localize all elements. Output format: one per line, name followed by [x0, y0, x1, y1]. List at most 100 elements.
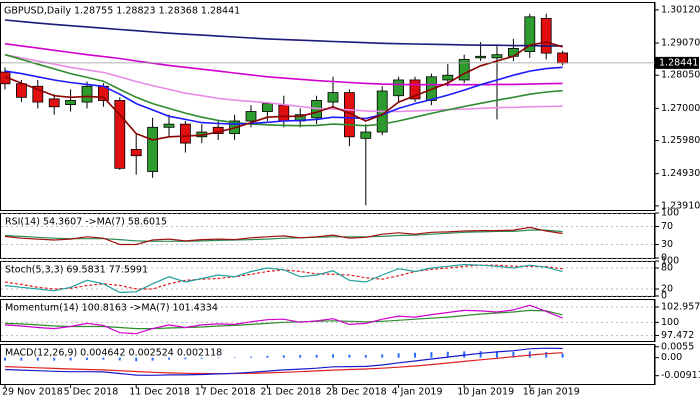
- histogram-bar: [4, 357, 6, 361]
- y-tick-label: 0.00: [661, 352, 682, 363]
- candle-body: [327, 92, 339, 103]
- panel-title: Stoch(5,3,3) 69.5831 77.5991: [5, 265, 148, 276]
- histogram-bar: [118, 357, 121, 361]
- candle-body: [393, 79, 405, 97]
- candle-body: [524, 16, 536, 52]
- panel-title: Momentum(14) 100.8163 ->MA(7) 101.4334: [5, 303, 218, 314]
- histogram-bar: [496, 351, 498, 358]
- price-tag: [655, 56, 699, 69]
- y-tick-label: 20: [661, 284, 673, 295]
- histogram-bar: [561, 353, 564, 358]
- series-line: [4, 42, 563, 86]
- series-line: [4, 309, 563, 330]
- histogram-bar: [446, 351, 449, 358]
- panel-title: GBPUSD,Daily 1.28755 1.28823 1.28368 1.2…: [4, 6, 240, 17]
- histogram-bar: [397, 353, 400, 358]
- candle-body: [458, 59, 470, 81]
- histogram-bar: [36, 357, 39, 361]
- histogram-bar: [168, 357, 170, 360]
- series-line: [4, 263, 563, 294]
- histogram-bar: [463, 351, 466, 358]
- candle-body: [278, 104, 290, 122]
- candle-body: [475, 55, 487, 59]
- histogram-bar: [512, 351, 515, 358]
- x-tick-label: 28 Dec 2018: [326, 387, 387, 398]
- candle-body: [409, 79, 421, 100]
- y-tick-label: 100: [661, 317, 679, 328]
- histogram-bar: [250, 356, 252, 358]
- candle-body: [179, 123, 191, 144]
- y-tick-label: -0.00911: [661, 370, 700, 381]
- histogram-bar: [102, 357, 105, 360]
- x-tick-label: 10 Jan 2019: [457, 387, 514, 398]
- candle-body: [130, 148, 142, 157]
- panel-title: RSI(14) 54.3607 ->MA(7) 58.6015: [5, 217, 167, 228]
- histogram-bar: [348, 354, 351, 358]
- histogram-bar: [364, 355, 367, 358]
- candle-body: [163, 123, 175, 128]
- y-tick-label: 1.24930: [661, 168, 700, 179]
- histogram-bar: [20, 357, 23, 361]
- x-tick-label: 4 Jan 2019: [392, 387, 443, 398]
- series-line: [4, 66, 563, 125]
- y-tick-label: 0.0055: [661, 341, 694, 352]
- histogram-bar: [135, 357, 138, 362]
- histogram-bar: [528, 351, 531, 358]
- candle-body: [360, 131, 372, 139]
- candle-body: [245, 111, 257, 122]
- y-tick-label: 1.30120: [661, 4, 700, 15]
- candle-body: [65, 100, 76, 105]
- y-tick-label: 97.472: [661, 330, 694, 341]
- histogram-bar: [299, 355, 302, 358]
- price-tag-label: 1.28441: [659, 57, 698, 68]
- x-tick-label: 11 Dec 2018: [129, 387, 190, 398]
- histogram-bar: [151, 357, 154, 361]
- histogram-bar: [53, 357, 56, 361]
- histogram-bar: [315, 354, 318, 358]
- candle-body: [540, 18, 552, 54]
- y-tick-label: 100: [661, 208, 679, 219]
- series-line: [4, 41, 563, 141]
- y-tick-label: 1.23910: [661, 200, 700, 211]
- candle-body: [491, 54, 503, 59]
- x-tick-label: 17 Dec 2018: [195, 387, 256, 398]
- histogram-bar: [217, 357, 220, 359]
- series-line: [4, 19, 563, 47]
- histogram-bar: [430, 352, 433, 358]
- series-line: [4, 304, 563, 335]
- y-tick-label: 1.25980: [661, 135, 700, 146]
- y-tick-label: 1.29070: [661, 38, 700, 49]
- candle-body: [15, 83, 27, 98]
- series-line: [4, 352, 563, 375]
- candle-body: [507, 47, 519, 57]
- series-line: [4, 53, 563, 113]
- x-tick-label: 21 Dec 2018: [260, 387, 321, 398]
- candle-body: [81, 85, 93, 103]
- candle-body: [557, 52, 568, 64]
- histogram-bar: [479, 351, 482, 358]
- histogram-bar: [381, 354, 384, 358]
- x-tick-label: 16 Jan 2019: [523, 387, 580, 398]
- y-tick-label: 0: [661, 291, 667, 302]
- series-line: [4, 226, 563, 246]
- panel-title: MACD(12,26,9) 0.004642 0.002524 0.002118: [5, 348, 222, 359]
- candle-body: [147, 126, 159, 172]
- histogram-bar: [200, 357, 203, 359]
- y-tick-label: 1.27000: [661, 103, 700, 114]
- histogram-bar: [69, 357, 72, 361]
- histogram-bar: [266, 355, 269, 358]
- histogram-bar: [184, 357, 187, 360]
- y-tick-label: 102.9578: [661, 301, 700, 312]
- candle-body: [114, 100, 126, 169]
- y-tick-label: 30: [661, 239, 673, 250]
- y-tick-label: 0: [661, 253, 667, 264]
- candle-body: [261, 103, 273, 112]
- histogram-bar: [332, 354, 334, 358]
- histogram-bar: [233, 357, 236, 358]
- y-tick-label: 1.28050: [661, 70, 700, 81]
- x-tick-label: 29 Nov 2018: [2, 387, 63, 398]
- histogram-bar: [86, 357, 88, 360]
- series-line: [4, 53, 563, 127]
